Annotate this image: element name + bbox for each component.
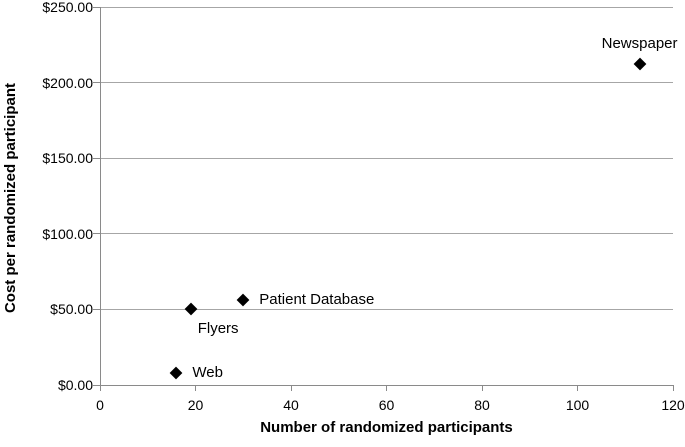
x-tick-label: 40 [283, 397, 299, 413]
data-point-label: Newspaper [601, 35, 678, 53]
y-gridline [100, 82, 673, 84]
y-gridline [100, 308, 673, 310]
data-point-marker [236, 293, 250, 307]
x-tick [672, 385, 674, 391]
data-point-label: Web [192, 363, 223, 381]
y-tick [93, 82, 100, 84]
data-point-marker [170, 366, 183, 380]
y-gridline [100, 233, 673, 235]
y-tick [93, 308, 100, 310]
y-axis-line [100, 7, 101, 385]
x-tick [290, 385, 292, 391]
data-point-marker [184, 303, 198, 316]
y-tick [93, 6, 100, 8]
x-tick-label: 60 [378, 397, 395, 413]
data-point-marker [633, 58, 646, 71]
x-tick-label: 20 [187, 397, 204, 413]
x-tick [386, 385, 387, 391]
y-tick [93, 384, 100, 386]
x-tick-label: 120 [661, 397, 685, 413]
y-tick-label: $0.00 [57, 377, 93, 393]
y-tick-label: $250.00 [42, 0, 93, 15]
data-point-label: Patient Database [259, 291, 375, 309]
y-gridline [100, 6, 673, 8]
x-tick [195, 385, 196, 391]
y-gridline [100, 157, 673, 159]
x-tick-label: 100 [565, 397, 590, 413]
y-tick-label: $100.00 [42, 225, 93, 242]
x-tick [577, 385, 578, 391]
y-tick-label: $150.00 [42, 150, 93, 167]
x-tick [99, 385, 101, 391]
x-axis-title: Number of randomized participants [260, 419, 513, 436]
x-tick-label: 80 [474, 397, 490, 413]
y-tick-label: $50.00 [50, 301, 93, 318]
y-tick-label: $200.00 [42, 74, 93, 91]
y-tick [93, 157, 100, 159]
x-tick [481, 385, 483, 391]
x-tick-label: 0 [96, 397, 104, 413]
y-tick [93, 233, 100, 235]
data-point-label: Flyers [197, 320, 239, 338]
